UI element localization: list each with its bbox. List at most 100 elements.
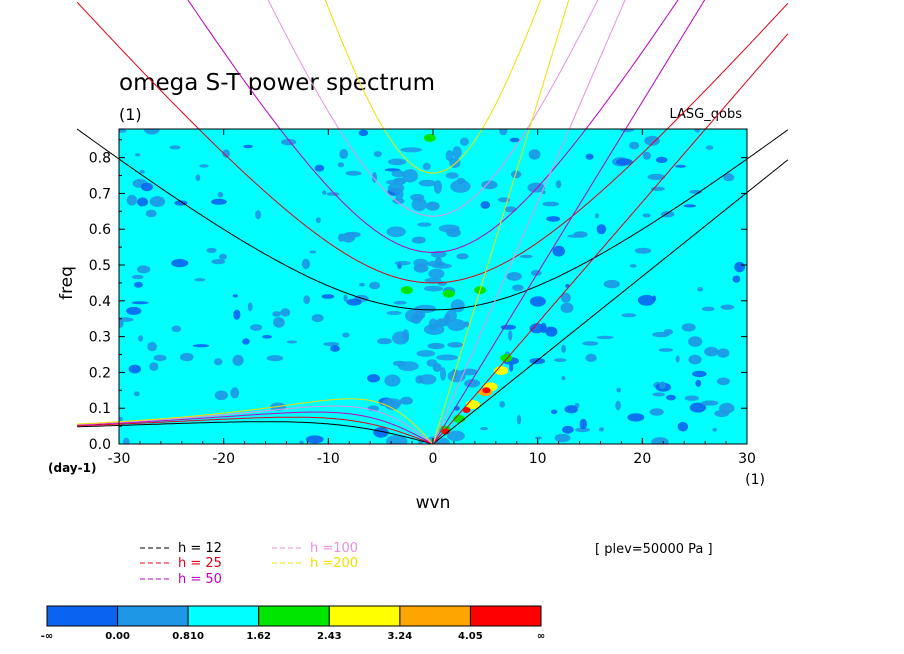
speckle — [410, 193, 425, 201]
y-axis-label: freq — [57, 266, 77, 300]
speckle — [122, 437, 130, 444]
speckle — [428, 268, 445, 279]
speckle — [147, 341, 157, 352]
speckle — [369, 281, 381, 290]
speckle — [519, 254, 533, 259]
speckle — [438, 437, 450, 444]
speckle — [343, 294, 348, 302]
speckle — [424, 277, 442, 283]
speckle — [712, 428, 718, 432]
colorbar-box — [46, 605, 119, 627]
speckle — [447, 370, 466, 383]
speckle — [666, 394, 676, 401]
speckle — [436, 354, 458, 361]
colorbar-label: 1.62 — [246, 631, 271, 642]
speckle — [232, 354, 244, 366]
speckle — [447, 319, 466, 331]
speckle — [688, 336, 703, 347]
speckle — [447, 342, 464, 348]
curve-h-100 — [77, 0, 626, 445]
speckle — [509, 137, 520, 143]
hotspot — [400, 286, 413, 295]
speckle — [171, 325, 182, 333]
speckle — [552, 245, 566, 257]
speckle — [337, 162, 345, 168]
speckle — [716, 377, 731, 386]
legend-label: h = 25 — [178, 556, 222, 571]
speckle — [387, 158, 407, 166]
y-tick-label: 0.6 — [89, 222, 111, 238]
speckle — [704, 346, 719, 357]
kelvin-curve — [432, 0, 626, 445]
speckle — [358, 129, 369, 137]
speckle — [431, 263, 452, 269]
speckle — [560, 292, 571, 303]
speckle — [452, 146, 462, 159]
speckle — [561, 376, 566, 381]
speckle — [341, 232, 356, 243]
colorbar-label: 4.05 — [458, 631, 483, 642]
y-tick-label: 0.5 — [89, 258, 111, 274]
speckle — [423, 285, 443, 292]
speckle — [560, 302, 574, 313]
speckle — [219, 253, 227, 260]
kelvin-curve — [432, 0, 570, 445]
speckle — [342, 332, 350, 338]
speckle — [384, 374, 401, 387]
speckle — [418, 374, 437, 385]
speckle — [579, 418, 587, 430]
speckle — [659, 381, 666, 389]
speckle — [684, 395, 699, 402]
x-tick-label: 10 — [529, 451, 547, 467]
speckle — [416, 350, 436, 357]
speckle — [309, 250, 317, 254]
inertia-gravity-curve — [267, 0, 599, 217]
colorbar-label: 0.00 — [105, 631, 130, 642]
speckle — [387, 183, 405, 193]
legend-item: h =100 — [272, 541, 358, 556]
speckle — [658, 348, 673, 352]
speckle — [323, 342, 340, 347]
speckle — [266, 355, 284, 362]
speckle — [464, 379, 481, 388]
speckle — [615, 158, 633, 166]
speckle — [616, 387, 621, 393]
speckle — [299, 440, 304, 444]
speckle — [652, 331, 670, 338]
y-tick-label: 0.8 — [89, 151, 111, 167]
speckle — [426, 359, 438, 367]
speckle — [677, 421, 688, 432]
speckle — [555, 180, 562, 189]
speckle — [192, 344, 210, 348]
speckle — [119, 317, 134, 322]
speckle — [214, 358, 223, 366]
legend-item: h = 12 — [140, 541, 222, 556]
speckle — [732, 275, 741, 283]
speckle — [211, 259, 226, 265]
speckle — [481, 180, 498, 190]
speckle — [438, 224, 460, 233]
colorbar-box — [399, 605, 471, 627]
speckle — [542, 201, 559, 207]
inertia-gravity-curve — [76, 128, 789, 311]
speckle — [247, 302, 253, 312]
speckle — [480, 201, 491, 209]
speckle — [222, 149, 231, 158]
y-tick-label: 0.7 — [89, 186, 111, 202]
speckle — [411, 313, 419, 322]
speckle — [582, 341, 599, 346]
speckle — [644, 135, 660, 146]
speckle — [546, 216, 561, 222]
speckle — [585, 153, 594, 160]
speckle — [734, 261, 745, 273]
speckle — [145, 209, 157, 218]
speckle — [206, 247, 217, 253]
speckle — [232, 294, 239, 298]
speckle — [411, 197, 427, 212]
speckle — [717, 348, 730, 358]
x-tick-label: 30 — [738, 451, 756, 467]
speckle — [723, 173, 735, 182]
speckle — [655, 156, 668, 163]
speckle — [692, 370, 707, 378]
speckle — [504, 206, 517, 213]
